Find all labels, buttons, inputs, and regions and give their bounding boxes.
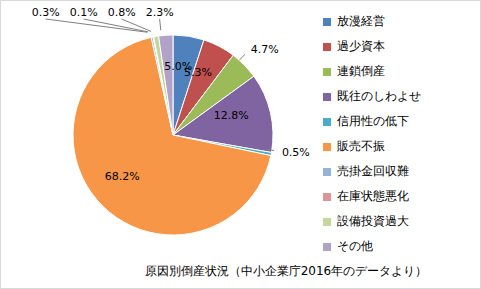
html-text:売掛金回収難: 売掛金回収難 <box>337 164 409 178</box>
html-text:放漫経営: 放漫経営 <box>337 14 385 28</box>
html-text:その他: その他 <box>337 239 373 253</box>
svg-text:0.5%: 0.5% <box>282 146 310 159</box>
svg-text:0.1%: 0.1% <box>70 6 98 19</box>
svg-text:12.8%: 12.8% <box>214 109 249 122</box>
html-text:信用性の低下: 信用性の低下 <box>337 114 409 128</box>
html-text:過少資本: 過少資本 <box>337 39 385 53</box>
svg-text:5.0%: 5.0% <box>164 59 193 73</box>
html-text:在庫状態悪化: 在庫状態悪化 <box>337 189 409 203</box>
svg-text:2.3%: 2.3% <box>146 6 174 19</box>
html-text:原因別倒産状況（中小企業庁2016年のデータより）: 原因別倒産状況（中小企業庁2016年のデータより） <box>144 264 428 278</box>
html-text:販売不振: 販売不振 <box>337 139 385 153</box>
svg-text:0.8%: 0.8% <box>108 6 136 19</box>
html-text:既往のしわよせ: 既往のしわよせ <box>337 89 421 103</box>
html-text:連鎖倒産: 連鎖倒産 <box>337 64 385 78</box>
svg-text:68.2%: 68.2% <box>105 170 140 183</box>
html-text:設備投資過大: 設備投資過大 <box>337 214 409 228</box>
svg-text:4.7%: 4.7% <box>251 43 279 56</box>
svg-text:0.3%: 0.3% <box>32 6 60 19</box>
svg-text:5.3%: 5.3% <box>184 66 212 79</box>
